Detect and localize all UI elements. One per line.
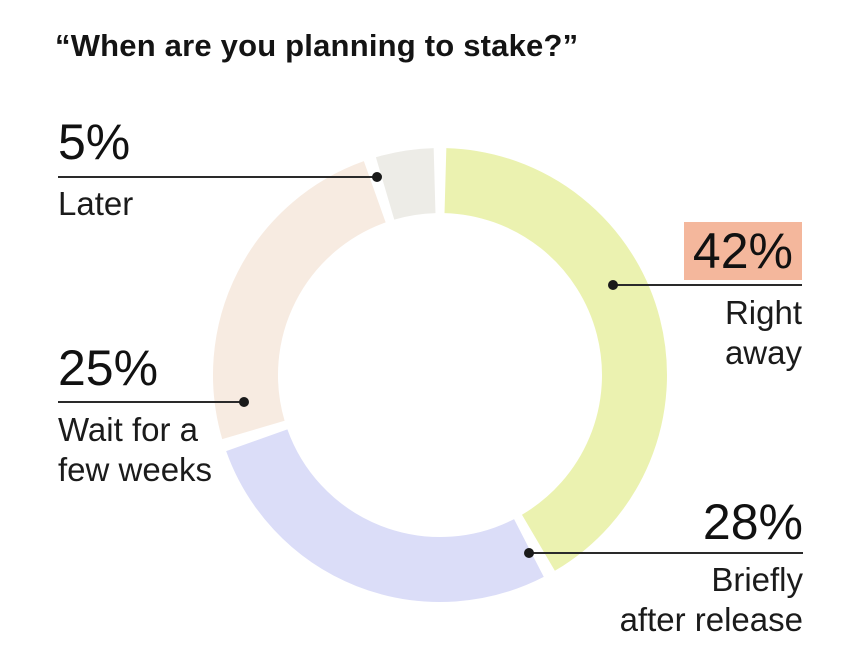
value-later: 5%	[58, 114, 131, 170]
value-right-away: 42%	[683, 222, 802, 280]
donut-segment-wait-few-weeks	[213, 161, 387, 440]
leader-dot-icon	[524, 548, 534, 558]
leader-line-right-away	[608, 280, 802, 290]
label-briefly-after-release: Briefly after release	[619, 561, 803, 638]
leader-line-later	[58, 172, 382, 182]
leader-dot-icon	[608, 280, 618, 290]
label-right-away: Right away	[724, 294, 802, 371]
leader-line-briefly-after-release	[524, 548, 803, 558]
chart-title: “When are you planning to stake?”	[55, 28, 579, 63]
donut-segment-right-away	[444, 148, 667, 571]
value-briefly-after-release: 28%	[702, 494, 803, 550]
leader-dot-icon	[372, 172, 382, 182]
leader-line-wait-few-weeks	[58, 397, 249, 407]
label-wait-few-weeks: Wait for a few weeks	[58, 411, 213, 488]
value-wait-few-weeks: 25%	[58, 340, 159, 396]
label-later: Later	[58, 185, 134, 222]
donut-segment-later	[375, 148, 437, 220]
donut-segment-briefly-after-release	[226, 428, 544, 602]
leader-dot-icon	[239, 397, 249, 407]
